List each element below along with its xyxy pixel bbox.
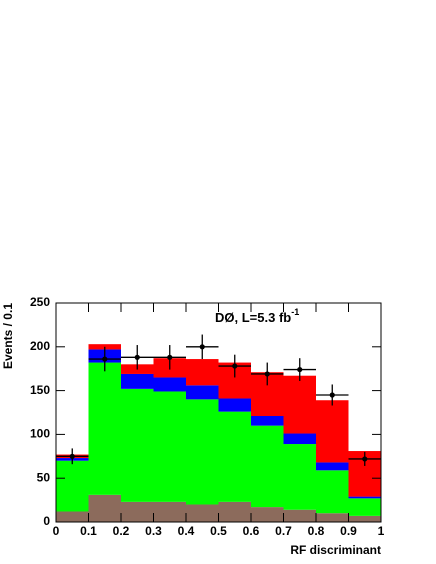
y-tick-label: 250 (30, 295, 50, 309)
x-tick-label: 0.6 (243, 524, 260, 538)
y-axis-label: Events / 0.1 (1, 303, 15, 369)
y-tick-label: 0 (43, 514, 50, 528)
histogram-bar (218, 501, 251, 522)
data-point (232, 363, 238, 369)
histogram-bar (283, 433, 316, 445)
histogram-bar (283, 375, 316, 434)
histogram-bar (56, 460, 89, 512)
histogram-bar (251, 416, 284, 426)
histogram-bar (316, 400, 349, 463)
histogram-bar (88, 494, 121, 522)
histogram-bar (348, 515, 381, 522)
histogram-bar (348, 496, 381, 499)
y-tick-label: 200 (30, 339, 50, 353)
histogram-bar (56, 511, 89, 522)
histogram-bar (316, 462, 349, 471)
x-tick-label: 0.7 (275, 524, 292, 538)
data-point (134, 354, 140, 360)
data-point (199, 344, 205, 350)
histogram-bar (186, 399, 219, 505)
y-tick-label: 100 (30, 427, 50, 441)
histogram-bar (251, 425, 284, 508)
x-tick-label: 0.8 (308, 524, 325, 538)
histogram-bar (218, 398, 251, 412)
histogram-bar (121, 373, 154, 389)
histogram-bar (88, 362, 121, 495)
data-point (69, 453, 75, 459)
x-tick-label: 0.9 (340, 524, 357, 538)
data-point (362, 456, 368, 462)
x-tick-label: 0.3 (145, 524, 162, 538)
histogram-bar (316, 470, 349, 514)
data-point (264, 371, 270, 377)
histogram-bar (348, 498, 381, 516)
histogram-bar (121, 388, 154, 502)
histogram-bar (121, 501, 154, 522)
histogram-bar (153, 391, 186, 502)
y-tick-label: 50 (37, 470, 51, 484)
data-point (167, 354, 173, 360)
x-tick-label: 0.4 (178, 524, 195, 538)
x-tick-label: 0.2 (113, 524, 130, 538)
histogram-bar (218, 411, 251, 502)
histogram-bar (316, 513, 349, 522)
y-tick-label: 150 (30, 383, 50, 397)
histogram-bar (251, 507, 284, 522)
annotation-superscript: -1 (291, 307, 299, 317)
x-tick-label: 0.1 (80, 524, 97, 538)
histogram-bar (153, 377, 186, 392)
histogram-bar (186, 385, 219, 400)
x-tick-label: 0 (53, 524, 60, 538)
histogram-bar (186, 504, 219, 522)
histogram-bar (153, 501, 186, 522)
x-tick-label: 0.5 (210, 524, 227, 538)
data-point (297, 366, 303, 373)
histogram-bar (283, 444, 316, 510)
data-point (102, 356, 108, 362)
histogram-bar (283, 509, 316, 522)
x-axis-label: RF discriminant (290, 543, 381, 557)
data-point (329, 392, 335, 398)
histogram-bar (186, 359, 219, 386)
annotation: DØ, L=5.3 fb-1 (215, 307, 299, 325)
annotation-text: DØ, L=5.3 fb (215, 310, 291, 325)
x-tick-label: 1 (378, 524, 385, 538)
